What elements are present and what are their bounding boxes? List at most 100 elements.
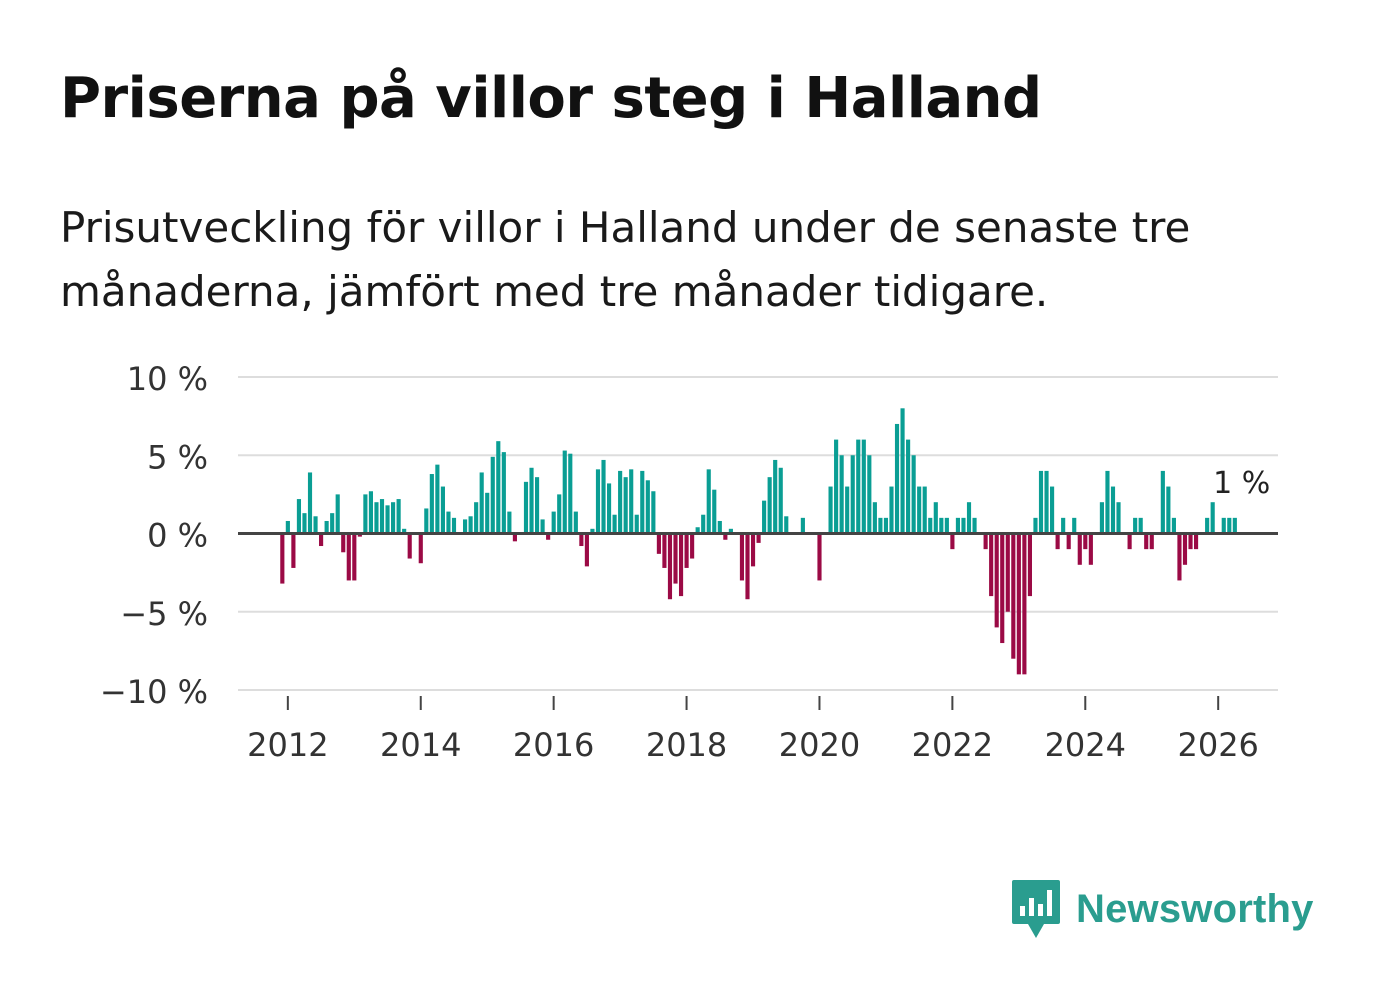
bar-negative	[994, 533, 999, 628]
y-tick-label: 10 %	[127, 360, 208, 398]
bar-positive	[379, 499, 385, 534]
bar-positive	[424, 508, 429, 534]
bar-negative	[1022, 533, 1027, 675]
x-tick-label: 2016	[513, 726, 594, 764]
bars	[280, 408, 1237, 675]
bar-positive	[618, 470, 623, 534]
bar-positive	[1205, 517, 1210, 534]
bar-positive	[335, 494, 340, 534]
bar-negative	[1088, 533, 1093, 565]
bar-positive	[1033, 517, 1038, 534]
bar-positive	[695, 527, 700, 534]
bar-positive	[501, 452, 506, 534]
bar-positive	[1044, 470, 1049, 534]
bar-positive	[917, 486, 922, 534]
y-tick-label: 5 %	[147, 438, 208, 476]
x-tick-label: 2018	[646, 726, 727, 764]
y-tick-label: −5 %	[120, 595, 208, 633]
bar-positive	[402, 528, 407, 534]
bar-positive	[534, 477, 540, 534]
bar-positive	[778, 467, 783, 534]
bar-positive	[368, 491, 373, 534]
bar-positive	[845, 486, 850, 534]
price-change-bar-chart: 10 % 5 % 0 % −5 % −10 % 2012 2014 2016 2018 2020…	[100, 360, 1278, 764]
bar-positive	[706, 469, 711, 534]
bar-positive	[911, 455, 916, 534]
bar-positive	[784, 516, 789, 534]
bar-positive	[568, 453, 573, 534]
bar-positive	[1105, 470, 1110, 534]
bar-negative	[817, 533, 822, 581]
bar-negative	[418, 533, 423, 564]
bar-positive	[933, 502, 938, 534]
x-tick-label: 2024	[1045, 726, 1126, 764]
bar-positive	[634, 514, 639, 534]
bar-positive	[640, 470, 645, 534]
bar-positive	[529, 467, 534, 534]
bar-positive	[928, 517, 933, 534]
y-axis-labels: 10 % 5 % 0 % −5 % −10 %	[100, 360, 208, 711]
bar-negative	[1055, 533, 1060, 550]
bar-negative	[291, 533, 296, 568]
bar-negative	[1005, 533, 1010, 612]
bar-positive	[961, 517, 966, 534]
bar-positive	[479, 472, 484, 534]
bar-positive	[302, 513, 307, 534]
bar-positive	[645, 480, 650, 534]
bar-negative	[950, 533, 955, 550]
chart-title: Priserna på villor steg i Halland	[60, 66, 1042, 131]
bar-positive	[889, 486, 894, 534]
bar-negative	[346, 533, 351, 581]
bar-positive	[396, 499, 401, 534]
bar-negative	[1188, 533, 1193, 550]
x-tick-label: 2020	[779, 726, 860, 764]
bar-positive	[856, 439, 861, 534]
bar-negative	[352, 533, 357, 581]
bar-positive	[1160, 470, 1165, 534]
bar-negative	[983, 533, 988, 550]
brand-name: Newsworthy	[1076, 886, 1314, 931]
bar-positive	[834, 439, 839, 534]
bar-positive	[800, 517, 805, 534]
bar-positive	[1221, 517, 1226, 534]
bar-positive	[540, 519, 545, 534]
bar-positive	[496, 441, 501, 534]
bar-positive	[435, 464, 440, 534]
bar-negative	[1182, 533, 1188, 565]
bar-negative	[1144, 533, 1149, 550]
bar-positive	[867, 455, 872, 534]
bar-positive	[451, 517, 457, 534]
bar-positive	[285, 520, 290, 534]
bar-positive	[485, 492, 490, 534]
bar-positive	[573, 511, 578, 534]
bar-positive	[1210, 502, 1215, 534]
bar-positive	[595, 469, 601, 534]
bar-positive	[313, 516, 318, 534]
bar-positive	[850, 455, 855, 534]
bar-positive	[440, 486, 445, 534]
bar-negative	[1193, 533, 1199, 550]
bar-negative	[673, 533, 678, 584]
bar-positive	[551, 511, 556, 534]
bar-positive	[523, 481, 529, 534]
bar-positive	[878, 517, 883, 534]
bar-positive	[1099, 502, 1104, 534]
bar-negative	[756, 533, 761, 543]
bar-negative	[745, 533, 750, 600]
bar-positive	[307, 472, 313, 534]
bar-positive	[773, 459, 778, 534]
bar-positive	[324, 520, 329, 534]
bar-positive	[629, 469, 634, 534]
bar-positive	[712, 489, 717, 534]
bar-positive	[767, 477, 772, 534]
bar-positive	[900, 408, 905, 534]
bar-negative	[1066, 533, 1071, 550]
bar-negative	[546, 533, 551, 540]
bar-negative	[1000, 533, 1005, 644]
newsworthy-logo: Newsworthy	[1010, 878, 1314, 940]
latest-value-label: 1 %	[1213, 466, 1270, 501]
bar-positive	[363, 494, 368, 534]
bar-negative	[723, 533, 728, 540]
bar-positive	[701, 514, 706, 534]
bar-negative	[584, 533, 589, 567]
